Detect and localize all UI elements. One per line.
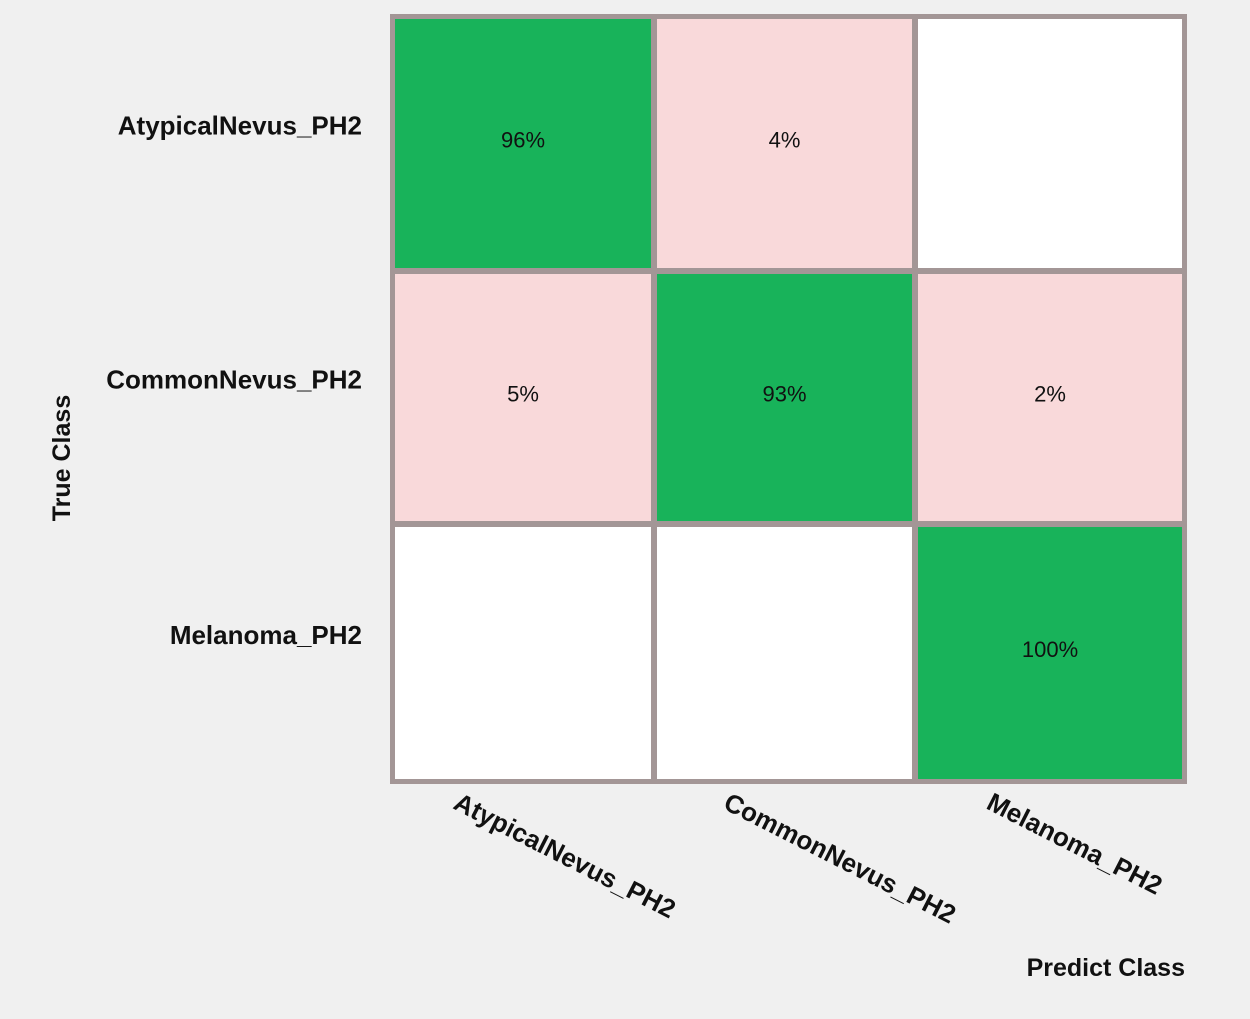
matrix-cell	[395, 527, 651, 779]
matrix-cell	[657, 274, 912, 521]
matrix-cell	[918, 19, 1182, 268]
cell-value-label: 4%	[769, 127, 801, 152]
cell-value-label: 96%	[501, 127, 545, 152]
column-labels: AtypicalNevus_PH2 CommonNevus_PH2 Melanoma…	[449, 787, 1167, 930]
x-axis-title: Predict Class	[1027, 954, 1185, 982]
matrix-cell-values: 96% 4% 5% 93% 2% 100%	[501, 127, 1078, 662]
column-tick-label: AtypicalNevus_PH2	[449, 787, 680, 925]
matrix-cells	[390, 14, 1187, 784]
row-tick-label: CommonNevus_PH2	[106, 364, 362, 394]
row-tick-label: Melanoma_PH2	[170, 620, 362, 650]
matrix-cell	[657, 527, 912, 779]
cell-value-label: 100%	[1022, 637, 1078, 662]
matrix-cell	[918, 527, 1182, 779]
row-labels: AtypicalNevus_PH2 CommonNevus_PH2 Melanoma…	[106, 110, 362, 650]
y-axis-title: True Class	[48, 395, 76, 521]
cell-value-label: 93%	[762, 381, 806, 406]
matrix-cell	[657, 19, 912, 268]
matrix-cell	[918, 274, 1182, 521]
cell-value-label: 5%	[507, 381, 539, 406]
matrix-cell	[395, 19, 651, 268]
column-tick-label: Melanoma_PH2	[982, 787, 1167, 901]
column-tick-label: CommonNevus_PH2	[719, 787, 960, 930]
row-tick-label: AtypicalNevus_PH2	[118, 110, 362, 140]
matrix-cell	[395, 274, 651, 521]
cell-value-label: 2%	[1034, 381, 1066, 406]
